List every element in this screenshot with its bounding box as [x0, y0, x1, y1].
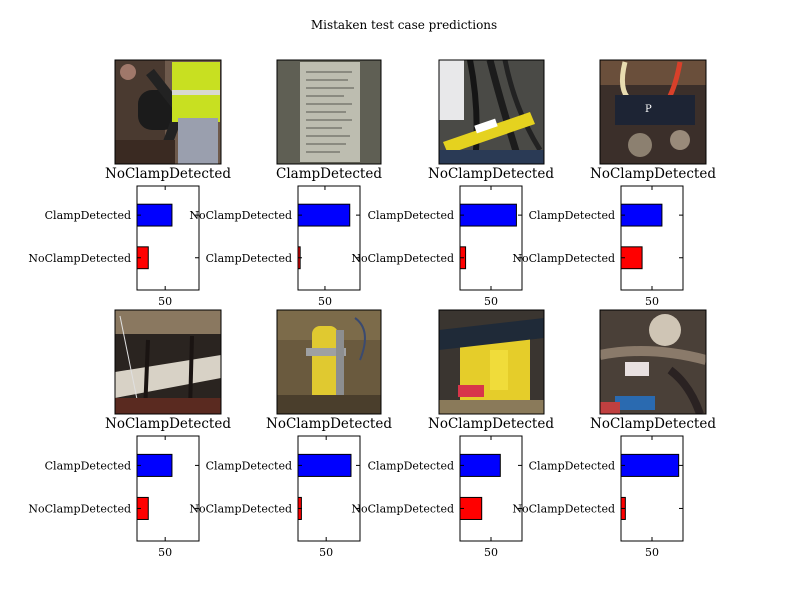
category-label: ClampDetected: [45, 459, 131, 472]
xtick-label: 50: [645, 546, 659, 559]
category-label: ClampDetected: [45, 209, 131, 222]
case-photo-7: [439, 310, 544, 414]
bar-chart-7: NoClampDetected ClampDetected NoClampDetec…: [351, 416, 554, 559]
xtick-label: 50: [484, 295, 498, 308]
bar-chart-8: NoClampDetected ClampDetected NoClampDetec…: [512, 416, 716, 559]
axes-frame: [459, 435, 523, 542]
svg-text:P: P: [645, 104, 652, 115]
category-label: ClampDetected: [368, 459, 454, 472]
category-label: NoClampDetected: [189, 502, 292, 515]
axes-frame: [136, 435, 200, 542]
bar-ClampDetected: [136, 453, 173, 477]
bar-NoClampDetected: [297, 203, 351, 227]
xtick-label: 50: [158, 295, 172, 308]
category-label: ClampDetected: [529, 459, 615, 472]
image-caption: NoClampDetected: [428, 416, 554, 432]
bar-chart-1: NoClampDetected ClampDetected NoClampDetec…: [28, 166, 231, 308]
bar-ClampDetected: [620, 203, 663, 227]
bar-chart-3: NoClampDetected ClampDetected NoClampDetec…: [351, 166, 554, 308]
axes-frame: [620, 185, 684, 291]
case-photo-2: [277, 60, 381, 164]
xtick-label: 50: [484, 546, 498, 559]
bar-ClampDetected: [297, 453, 352, 477]
bar-chart-2: ClampDetected NoClampDetected ClampDetecte…: [189, 166, 382, 308]
category-label: NoClampDetected: [512, 502, 615, 515]
xtick-label: 50: [319, 546, 333, 559]
case-photo-6: [277, 310, 381, 414]
case-photo-1: [115, 60, 221, 164]
category-label: NoClampDetected: [512, 252, 615, 265]
xtick-label: 50: [645, 295, 659, 308]
image-caption: NoClampDetected: [590, 166, 716, 182]
category-label: ClampDetected: [206, 459, 292, 472]
category-label: NoClampDetected: [351, 252, 454, 265]
image-caption: NoClampDetected: [590, 416, 716, 432]
bar-ClampDetected: [459, 203, 517, 227]
bar-chart-4: NoClampDetected ClampDetected NoClampDetec…: [512, 166, 716, 308]
figure-title: Mistaken test case predictions: [311, 18, 497, 32]
category-label: ClampDetected: [206, 252, 292, 265]
category-label: NoClampDetected: [351, 502, 454, 515]
category-label: NoClampDetected: [189, 209, 292, 222]
axes-frame: [297, 435, 361, 542]
bar-ClampDetected: [136, 203, 173, 227]
axes-frame: [459, 185, 523, 291]
category-label: ClampDetected: [368, 209, 454, 222]
category-label: ClampDetected: [529, 209, 615, 222]
case-photo-5: [115, 310, 221, 414]
axes-frame: [136, 185, 200, 291]
category-label: NoClampDetected: [28, 252, 131, 265]
case-photo-4: P: [600, 60, 706, 164]
bar-chart-5: NoClampDetected ClampDetected NoClampDetec…: [28, 416, 231, 559]
case-photo-3: [439, 60, 544, 164]
axes-frame: [297, 185, 361, 291]
bar-ClampDetected: [620, 453, 680, 477]
xtick-label: 50: [158, 546, 172, 559]
image-caption: NoClampDetected: [105, 166, 231, 182]
axes-frame: [620, 435, 684, 542]
image-caption: ClampDetected: [276, 166, 382, 182]
image-caption: NoClampDetected: [266, 416, 392, 432]
case-photo-8: [600, 310, 706, 414]
image-caption: NoClampDetected: [105, 416, 231, 432]
category-label: NoClampDetected: [28, 502, 131, 515]
image-caption: NoClampDetected: [428, 166, 554, 182]
bar-chart-6: NoClampDetected ClampDetected NoClampDetec…: [189, 416, 392, 559]
bar-ClampDetected: [459, 453, 501, 477]
xtick-label: 50: [318, 295, 332, 308]
